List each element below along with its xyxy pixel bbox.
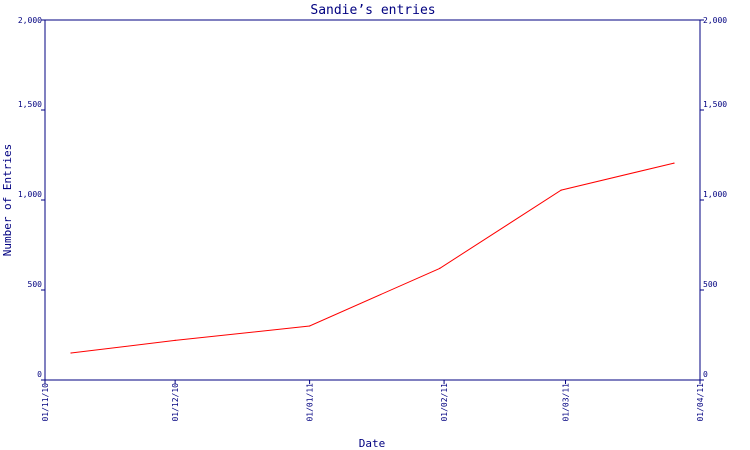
- x-axis: 01/11/10 01/12/10 01/01/11 01/02/11 01/03/11…: [41, 380, 705, 422]
- y-axis-left: 0 500 1,000 1,500 2,000: [18, 16, 45, 381]
- y-tick-label-right: 500: [703, 280, 718, 289]
- x-tick-label: 01/11/10: [41, 383, 50, 422]
- data-point: [70, 352, 72, 354]
- y-tick-label-right: 0: [703, 370, 708, 379]
- x-tick-label: 01/02/11: [440, 383, 449, 422]
- x-tick-label: 01/03/11: [562, 383, 571, 422]
- y-tick-label-left: 1,500: [18, 100, 42, 109]
- y-tick-label-left: 0: [37, 370, 42, 379]
- x-axis-label: Date: [359, 437, 386, 450]
- series-layer: [70, 162, 675, 354]
- y-axis-right: 0 500 1,000 1,500 2,000: [700, 16, 727, 381]
- data-point: [309, 325, 311, 327]
- plot-frame: [44, 19, 701, 381]
- series-line: [70, 162, 675, 354]
- y-tick-label-right: 1,000: [703, 190, 727, 199]
- y-tick-label-right: 1,500: [703, 100, 727, 109]
- y-axis-label: Number of Entries: [1, 144, 14, 257]
- x-tick-label: 01/12/10: [171, 383, 180, 422]
- y-tick-label-left: 500: [28, 280, 43, 289]
- y-tick-label-right: 2,000: [703, 16, 727, 25]
- y-tick-label-left: 2,000: [18, 16, 42, 25]
- y-tick-label-left: 1,000: [18, 190, 42, 199]
- x-tick-label: 01/04/11: [696, 383, 705, 422]
- data-point: [439, 267, 441, 269]
- data-point: [560, 189, 562, 191]
- x-tick-label: 01/01/11: [306, 383, 315, 422]
- data-point: [673, 162, 675, 164]
- data-point: [174, 339, 176, 341]
- chart-title: Sandie’s entries: [310, 3, 435, 18]
